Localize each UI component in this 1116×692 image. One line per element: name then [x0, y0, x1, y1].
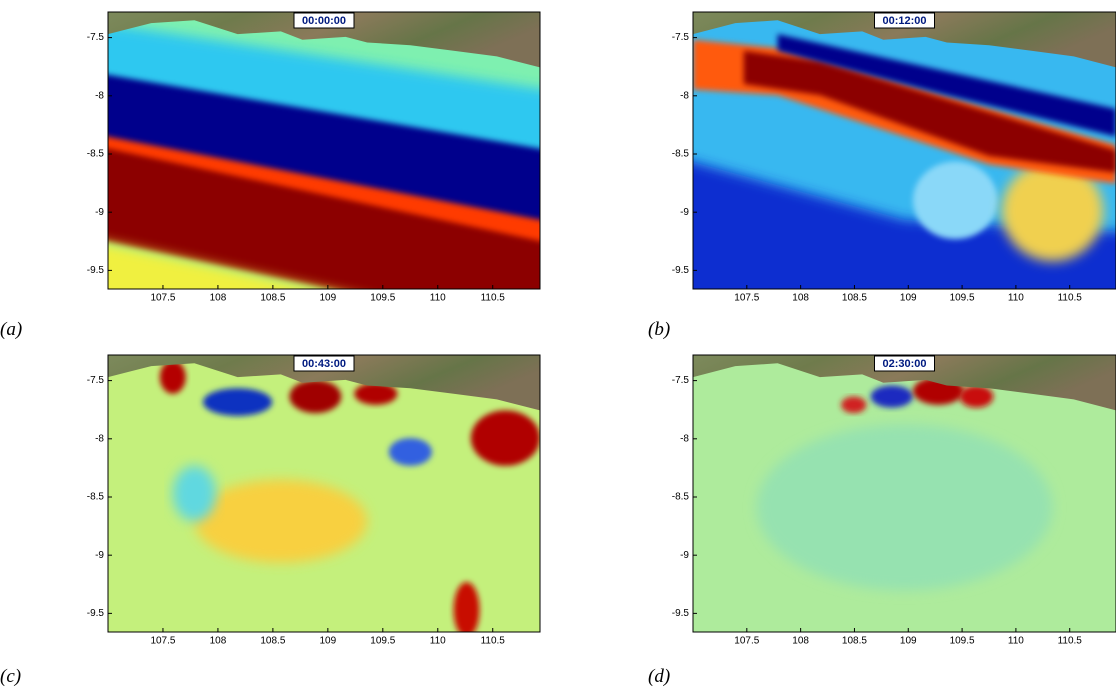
timestamp: 00:12:00 [882, 15, 926, 27]
map-image [693, 355, 1116, 632]
wave-field [388, 438, 432, 466]
y-tick-label: -9 [680, 550, 689, 561]
x-tick-label: 109 [320, 293, 337, 304]
x-tick-label: 108.5 [260, 636, 285, 647]
y-tick-label: -8.5 [672, 149, 690, 160]
y-tick-label: -9 [680, 207, 689, 218]
y-tick-label: -7.5 [672, 32, 690, 43]
x-tick-label: 107.5 [734, 293, 759, 304]
wave-field [194, 479, 368, 563]
wave-field [743, 50, 1116, 173]
x-tick-label: 110 [1008, 636, 1024, 647]
x-tick-label: 107.5 [734, 636, 759, 647]
timestamp: 00:00:00 [302, 15, 346, 27]
timestamp: 02:30:00 [882, 358, 926, 370]
wave-field [777, 34, 1116, 137]
x-tick-label: 110.5 [481, 293, 506, 304]
wave-field [1001, 161, 1104, 262]
x-tick-label: 108 [210, 636, 227, 647]
x-tick-label: 110.5 [1058, 636, 1083, 647]
x-tick-label: 108.5 [260, 293, 285, 304]
x-tick-label: 107.5 [150, 293, 175, 304]
y-tick-label: -9.5 [672, 265, 690, 276]
y-tick-label: -8.5 [87, 492, 105, 503]
y-tick-label: -9.5 [87, 265, 105, 276]
y-tick-label: -9.5 [87, 608, 105, 619]
map-panel: 107.5 108 108.5 109 109.5 110 110.5 -7.5 -8 -8.5 -… [672, 354, 1116, 647]
x-tick-label: 110.5 [481, 636, 506, 647]
map-panel: 107.5 108 108.5 109 109.5 110 110.5 -7.5 -8 -8.5 -… [87, 354, 541, 647]
wave-field [870, 385, 913, 408]
wave-field [289, 379, 342, 414]
timestamp-box [293, 355, 355, 372]
x-tick-label: 109.5 [950, 636, 975, 647]
wave-field [756, 424, 1053, 591]
wave-field [159, 360, 186, 394]
y-tick-label: -9 [95, 550, 104, 561]
x-tick-label: 109.5 [370, 293, 395, 304]
y-tick-label: -8 [680, 90, 689, 101]
x-tick-label: 109 [320, 636, 337, 647]
wave-field [108, 12, 540, 68]
plot-frame [692, 11, 1116, 290]
map-panel: 107.5 108 108.5 109 109.5 110 110.5 -7.5 -8 -8.5 -… [672, 11, 1116, 304]
wave-field [841, 396, 867, 414]
x-tick-label: 109.5 [370, 636, 395, 647]
panel-label: (d) [648, 666, 670, 687]
x-tick-label: 107.5 [150, 636, 175, 647]
timestamp-box [874, 12, 935, 29]
x-tick-label: 110.5 [1058, 293, 1083, 304]
x-tick-label: 109.5 [950, 293, 975, 304]
y-tick-label: -9.5 [672, 608, 690, 619]
y-tick-label: -8.5 [87, 149, 105, 160]
map-image [108, 355, 540, 632]
wave-field [693, 162, 1116, 289]
panel-label: (c) [0, 666, 21, 687]
y-tick-label: -7.5 [672, 375, 690, 386]
panel-label: (a) [0, 319, 22, 340]
x-tick-label: 109 [900, 636, 917, 647]
wave-field [203, 388, 273, 416]
y-tick-label: -7.5 [87, 32, 105, 43]
x-tick-label: 108 [210, 293, 227, 304]
y-tick-label: -9 [95, 207, 104, 218]
plot-frame [107, 354, 541, 633]
wave-field [354, 382, 398, 405]
wave-field [108, 148, 540, 289]
x-tick-label: 108 [792, 636, 809, 647]
wave-field [470, 410, 540, 466]
x-tick-label: 108.5 [842, 636, 867, 647]
wave-field [108, 355, 540, 411]
y-tick-label: -8.5 [672, 492, 690, 503]
timestamp-box [293, 12, 355, 29]
x-tick-label: 108 [792, 293, 809, 304]
wave-field [172, 465, 216, 522]
y-tick-label: -8 [95, 433, 104, 444]
timestamp-box [874, 355, 935, 372]
wave-field [959, 385, 994, 408]
x-tick-label: 110 [430, 293, 446, 304]
x-tick-label: 108.5 [842, 293, 867, 304]
y-tick-label: -7.5 [87, 375, 105, 386]
x-tick-label: 110 [1008, 293, 1024, 304]
map-panel: 107.5 108 108.5 109 109.5 110 110.5 -7.5 -8 -8.5 -… [87, 11, 541, 304]
plot-frame [692, 354, 1116, 633]
map-image [693, 12, 1116, 289]
x-tick-label: 110 [430, 636, 446, 647]
wave-field [912, 161, 998, 240]
plot-frame [107, 11, 541, 290]
wave-field [453, 582, 480, 632]
wave-field [693, 355, 1116, 411]
x-tick-label: 109 [900, 293, 917, 304]
timestamp: 00:43:00 [302, 358, 346, 370]
y-tick-label: -8 [680, 433, 689, 444]
y-tick-label: -8 [95, 90, 104, 101]
wave-field [693, 12, 1116, 68]
map-image [108, 12, 540, 289]
panel-label: (b) [648, 319, 670, 340]
wave-field [108, 74, 540, 239]
